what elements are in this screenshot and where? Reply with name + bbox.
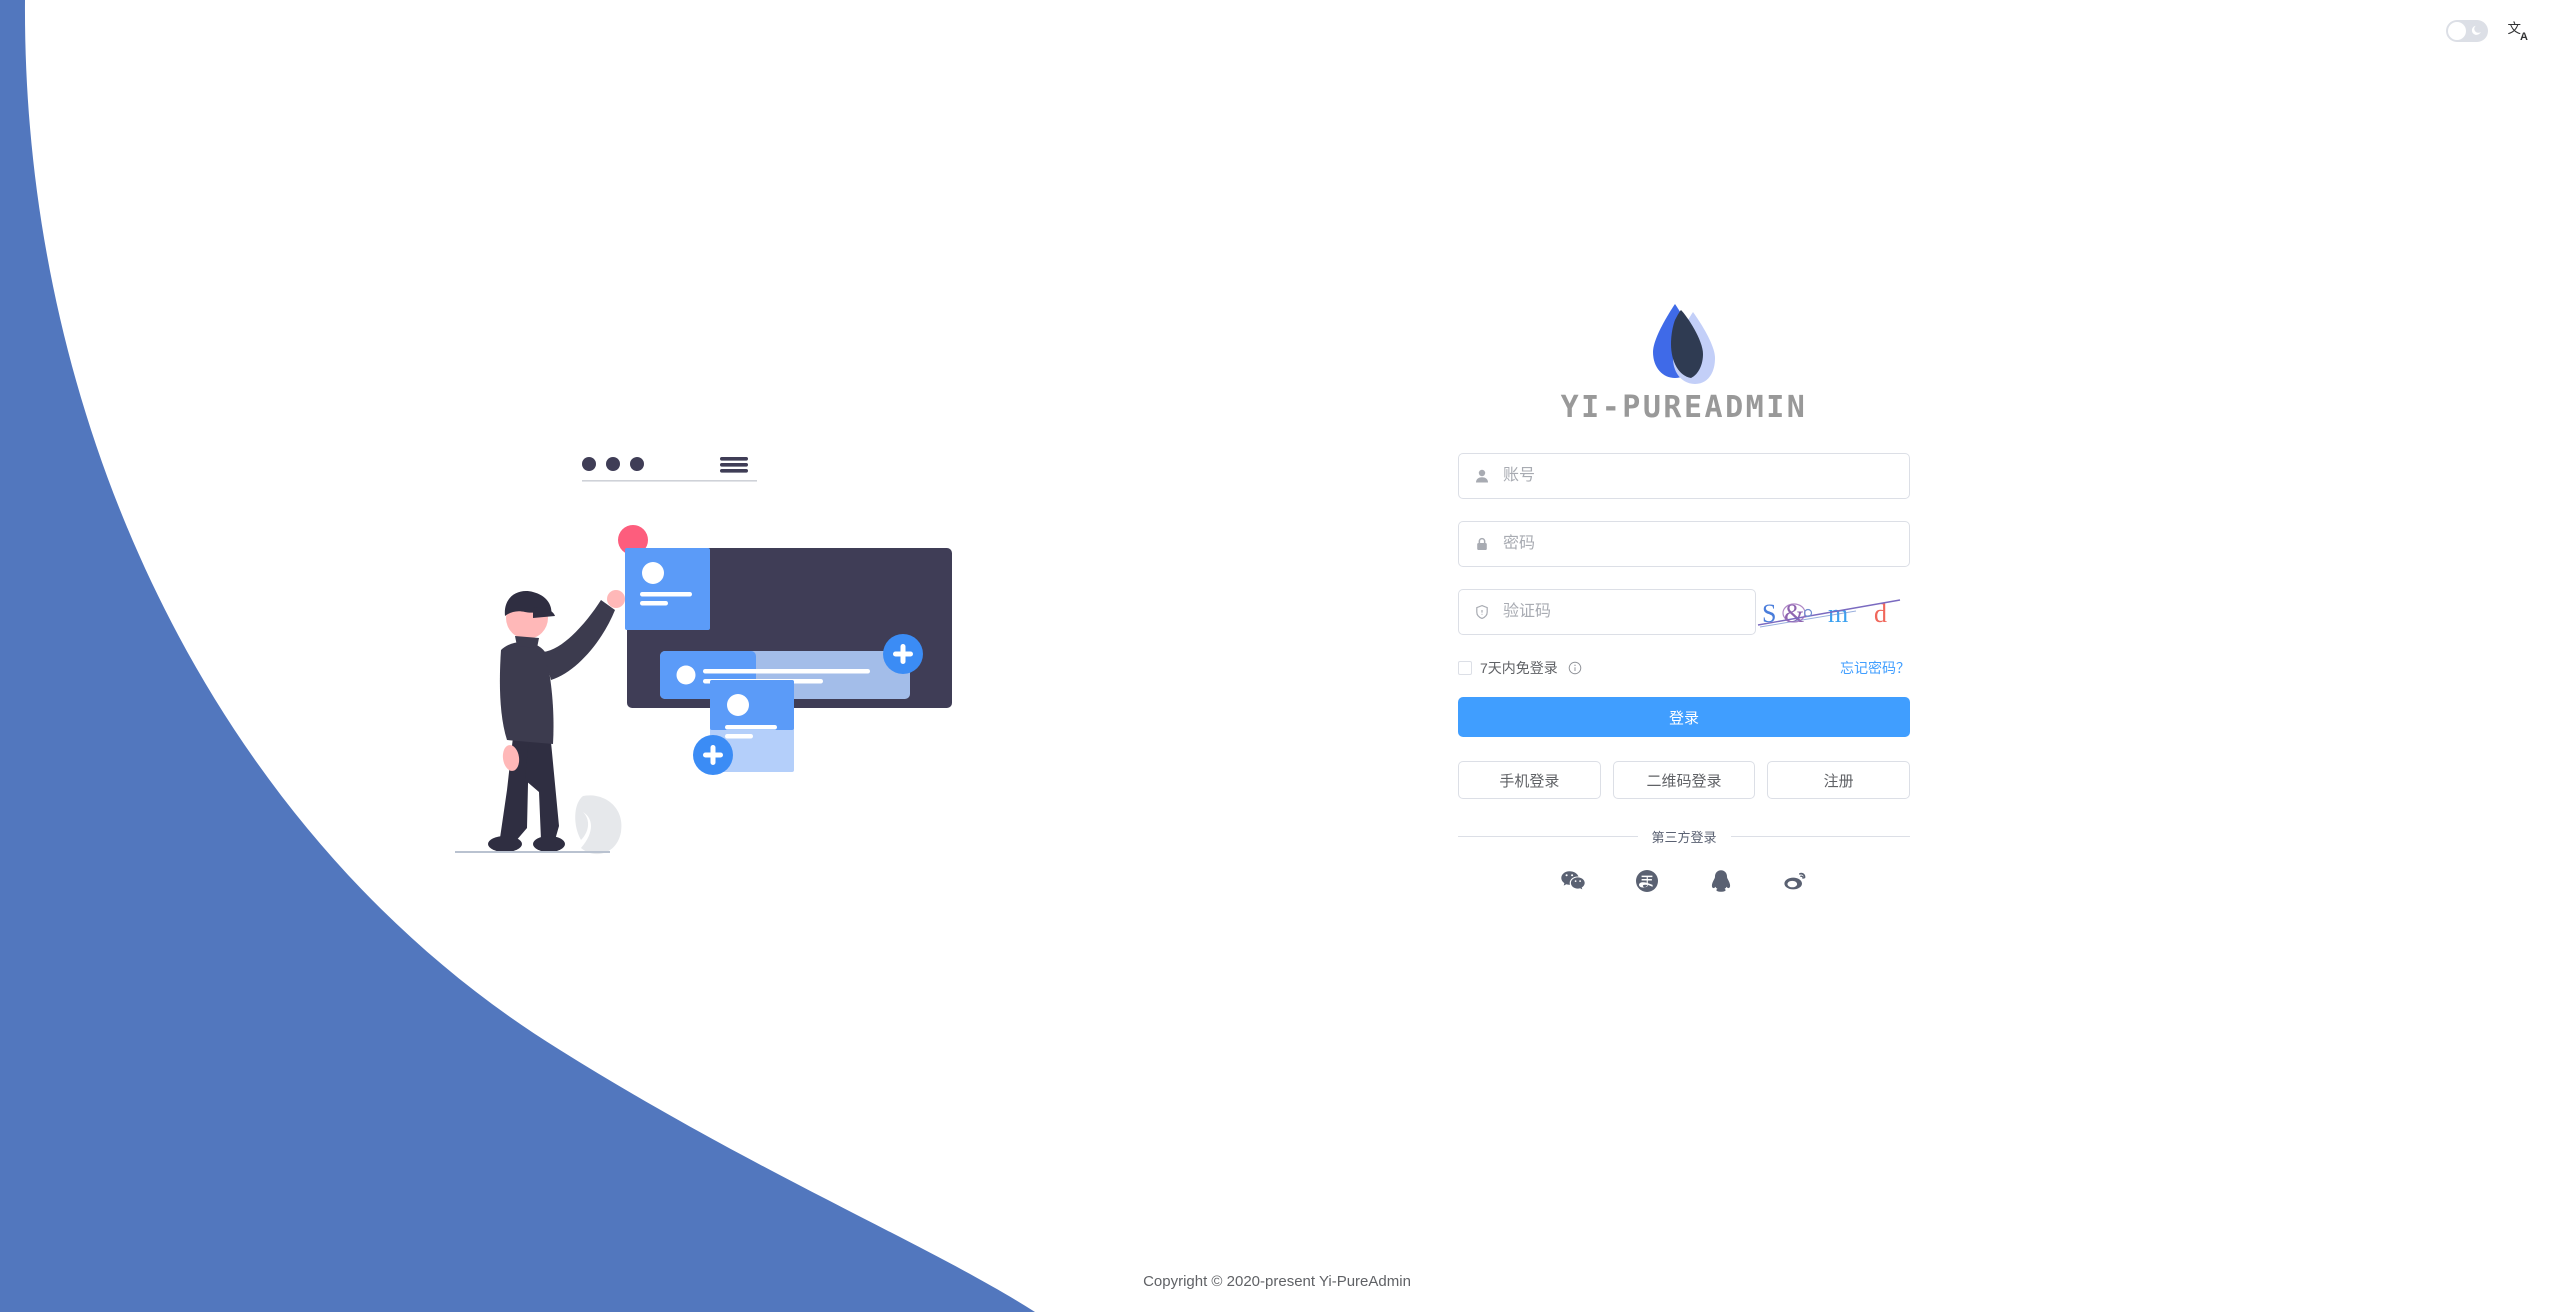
captcha-input[interactable] <box>1458 589 1756 635</box>
captcha-char-0: S <box>1762 599 1776 628</box>
water-drop-logo <box>1653 304 1715 384</box>
divider-line-left <box>1458 836 1638 837</box>
qq-icon[interactable] <box>1708 868 1734 894</box>
illustration-person <box>488 590 625 852</box>
captcha-row: S & m d <box>1458 589 1910 635</box>
dark-mode-toggle[interactable] <box>2446 20 2488 42</box>
captcha-char-3: d <box>1874 599 1887 628</box>
illustration-card-bottom <box>693 680 794 775</box>
illustration-ground-line <box>455 851 610 853</box>
remember-label: 7天内免登录 <box>1480 660 1558 676</box>
options-row: 7天内免登录 忘记密码？ <box>1458 657 1910 679</box>
illustration-leaf <box>575 795 622 855</box>
third-party-divider: 第三方登录 <box>1458 827 1911 846</box>
wechat-icon[interactable] <box>1560 868 1586 894</box>
third-party-icons <box>1458 868 1910 894</box>
weibo-icon[interactable] <box>1782 868 1808 894</box>
alipay-icon[interactable] <box>1634 868 1660 894</box>
brand-logo-wrap <box>1458 300 1910 386</box>
remember-checkbox[interactable]: 7天内免登录 <box>1458 658 1582 678</box>
divider-line-right <box>1730 836 1911 837</box>
illustration-browser-bar <box>582 457 757 482</box>
register-button[interactable]: 注册 <box>1767 761 1911 799</box>
secondary-buttons-row: 手机登录 二维码登录 注册 <box>1458 761 1911 799</box>
captcha-image[interactable]: S & m d <box>1756 589 1902 635</box>
page-title: YI-PUREADMIN <box>1560 390 1808 425</box>
toggle-knob <box>2448 22 2466 40</box>
svg-text:A: A <box>2520 31 2528 43</box>
forgot-password-link[interactable]: 忘记密码？ <box>1840 660 1910 676</box>
captcha-char-1: & <box>1784 599 1804 628</box>
qrcode-login-button[interactable]: 二维码登录 <box>1612 761 1756 799</box>
footer-copyright: Copyright © 2020-present Yi-PureAdmin <box>1143 1273 1411 1290</box>
info-circle-icon[interactable] <box>1568 661 1582 675</box>
login-illustration <box>455 457 952 855</box>
password-input[interactable] <box>1458 521 1910 567</box>
password-field-wrap <box>1458 521 1910 567</box>
phone-login-button[interactable]: 手机登录 <box>1458 761 1601 799</box>
login-panel: YI-PUREADMIN <box>1458 300 1911 894</box>
username-field-wrap <box>1458 453 1910 499</box>
third-party-label: 第三方登录 <box>1651 830 1717 845</box>
login-button[interactable]: 登录 <box>1458 697 1910 737</box>
checkbox-box[interactable] <box>1458 661 1472 675</box>
moon-icon <box>2471 25 2481 35</box>
username-input[interactable] <box>1458 453 1910 499</box>
svg-text:文: 文 <box>2508 21 2522 37</box>
illustration-card-top <box>625 548 710 630</box>
language-switch-icon[interactable]: 文 A <box>2506 18 2532 44</box>
captcha-field-wrap <box>1458 589 1756 635</box>
top-toolbar: 文 A <box>2446 0 2554 62</box>
illustration-red-dot <box>618 525 648 555</box>
